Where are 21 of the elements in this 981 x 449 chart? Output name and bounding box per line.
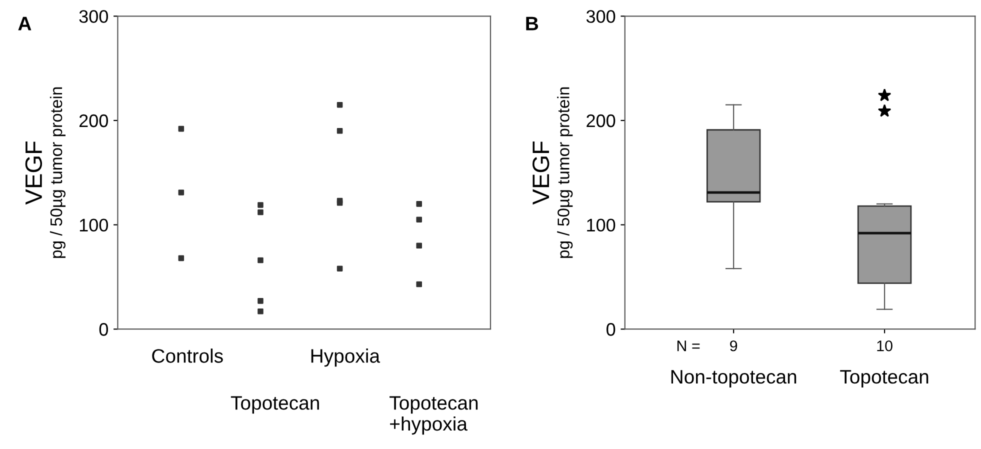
y-axis-title: VEGF pg / 50µg tumor protein: [532, 87, 573, 258]
x-tick-label: Hypoxia: [311, 348, 380, 367]
chart-title: A: [18, 16, 32, 30]
x-tick-label: Topotecan: [230, 396, 319, 414]
y-tick-label: 100: [80, 218, 108, 232]
y-tick-label: 200: [79, 114, 108, 128]
x-tick-label: Non-topotecan: [671, 370, 796, 388]
y-tick-label: 300: [586, 10, 616, 23]
text: 10: [877, 340, 892, 352]
y-tick-label: 200: [586, 114, 616, 128]
text: N =: [677, 340, 700, 352]
chart-title: B: [526, 16, 538, 30]
y-tick-label: 0: [606, 323, 616, 336]
y-tick-label: 300: [79, 10, 108, 23]
y-axis-title: VEGF pg / 50µg tumor protein: [25, 87, 66, 258]
x-tick-label: Controls: [152, 348, 223, 363]
x-tick-label: Topotecan: [840, 370, 928, 388]
text: 9: [730, 340, 738, 352]
y-tick-label: 100: [587, 218, 616, 232]
y-tick-label: 0: [99, 323, 108, 336]
x-tick-label: Topotecan +hypoxia: [390, 396, 478, 435]
